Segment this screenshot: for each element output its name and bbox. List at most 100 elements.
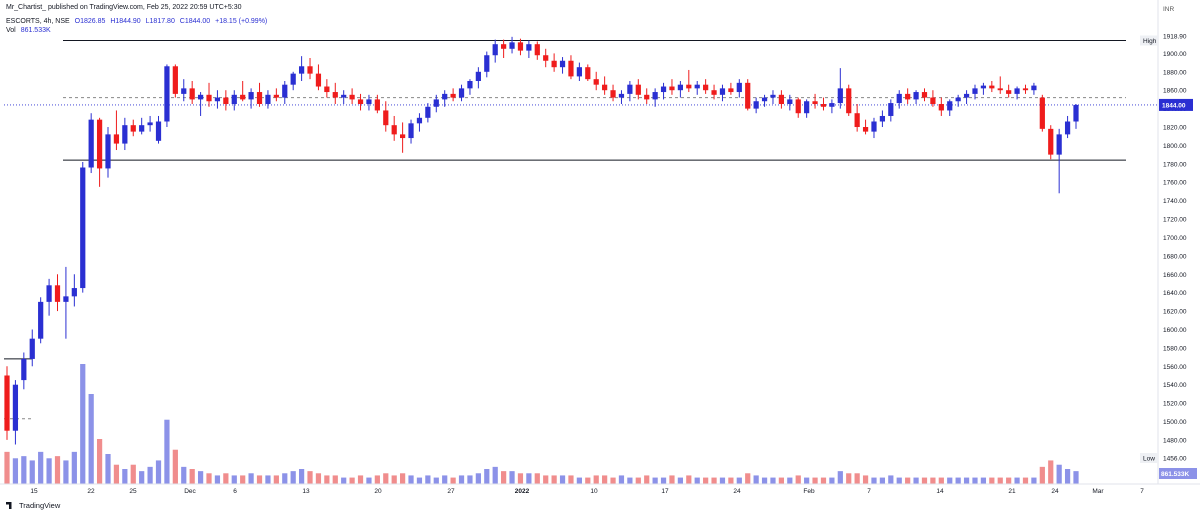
candle-body: [484, 55, 490, 72]
low-tag-label: Low: [1143, 456, 1155, 463]
volume-bar: [862, 475, 869, 484]
candle: [694, 81, 700, 95]
candle: [214, 90, 221, 109]
tradingview-brand[interactable]: TradingView: [6, 501, 60, 510]
volume-bar: [627, 477, 633, 484]
volume-bar: [896, 477, 902, 484]
candle: [12, 380, 19, 445]
candle-body: [88, 119, 94, 168]
candle-body: [425, 106, 431, 118]
candle: [1006, 84, 1012, 98]
candle: [905, 88, 911, 105]
candle-body: [105, 134, 111, 169]
candle: [181, 79, 187, 102]
candle-body: [761, 97, 768, 102]
volume-bar: [172, 449, 178, 484]
candle: [139, 117, 145, 135]
candle-body: [719, 88, 726, 95]
candle-body: [155, 121, 162, 141]
volume-bar: [282, 473, 288, 484]
volume-legend[interactable]: Vol 861.533K: [6, 26, 54, 35]
candle-body: [1064, 121, 1071, 135]
candle: [610, 84, 616, 102]
candle: [551, 53, 557, 72]
volume-bar: [618, 475, 625, 484]
candle: [332, 82, 338, 105]
candle: [450, 88, 456, 102]
volume-bar: [214, 475, 221, 484]
volume-bar: [905, 477, 911, 484]
candle-body: [21, 358, 27, 381]
candle: [38, 297, 44, 344]
candle: [147, 115, 153, 132]
candle: [787, 94, 793, 111]
volume-bar: [130, 464, 136, 484]
candle: [433, 94, 439, 113]
price-tick-label: 1880.00: [1163, 69, 1187, 76]
candle-body: [955, 97, 961, 102]
candle: [105, 127, 111, 178]
volume-bar: [879, 477, 886, 484]
currency-label[interactable]: INR: [1163, 6, 1175, 13]
volume-bar: [745, 473, 751, 484]
candle: [80, 161, 86, 293]
volume-label: Vol: [6, 27, 16, 34]
volume-value: 861.533K: [20, 27, 51, 34]
volume-bar: [846, 473, 852, 484]
candle: [290, 71, 296, 91]
candle: [804, 99, 810, 118]
candle: [820, 97, 827, 111]
volume-bar: [458, 475, 465, 484]
volume-bar: [795, 475, 801, 484]
volume-bar: [660, 477, 667, 484]
volume-bar: [4, 451, 10, 484]
candle: [122, 117, 128, 151]
candle-body: [602, 84, 608, 91]
candle: [576, 62, 582, 82]
candle: [938, 97, 944, 116]
volume-bar: [63, 460, 69, 484]
candle: [88, 113, 94, 174]
volume-bar: [307, 471, 313, 484]
volume-bar: [122, 469, 128, 484]
price-tick-label: 1560.00: [1163, 364, 1187, 371]
candle-body: [559, 60, 566, 68]
volume-bar: [71, 451, 77, 484]
time-tick-label: 25: [129, 488, 137, 495]
volume-bar: [223, 473, 229, 484]
candle: [475, 67, 481, 89]
candle-body: [282, 84, 288, 98]
candle: [324, 79, 330, 98]
volume-bar: [1022, 477, 1029, 484]
volume-bar: [1073, 471, 1079, 484]
candle-body: [905, 93, 911, 100]
last-price-tag-bg: [1159, 98, 1193, 111]
symbol-legend[interactable]: ESCORTS, 4h, NSE O1826.85 H1844.90 L1817…: [6, 17, 270, 26]
candle: [896, 90, 902, 109]
volume-bar: [357, 475, 364, 484]
volume-bar: [433, 477, 439, 484]
candle-body: [324, 86, 330, 93]
candle-body: [290, 73, 296, 85]
volume-bar: [12, 458, 19, 484]
price-tick-label: 1520.00: [1163, 401, 1187, 408]
price-tick-label: 1918.90: [1163, 34, 1187, 41]
volume-bar: [248, 473, 254, 484]
candle: [1022, 84, 1029, 94]
candle-body: [1006, 90, 1012, 94]
candle: [778, 90, 785, 109]
candle-body: [80, 167, 86, 289]
candle-body: [248, 92, 254, 100]
candle-body: [627, 84, 633, 94]
time-tick-label: 17: [661, 488, 669, 495]
volume-bar: [787, 477, 793, 484]
volume-bar: [543, 475, 549, 484]
candle-body: [1056, 134, 1062, 155]
high-tag-bg: [1140, 35, 1158, 46]
volume-tag-label: 861.533K: [1161, 471, 1189, 478]
price-tick-label: 1480.00: [1163, 437, 1187, 444]
candle-body: [298, 66, 305, 74]
price-tick-label: 1600.00: [1163, 327, 1187, 334]
candle: [854, 104, 860, 132]
